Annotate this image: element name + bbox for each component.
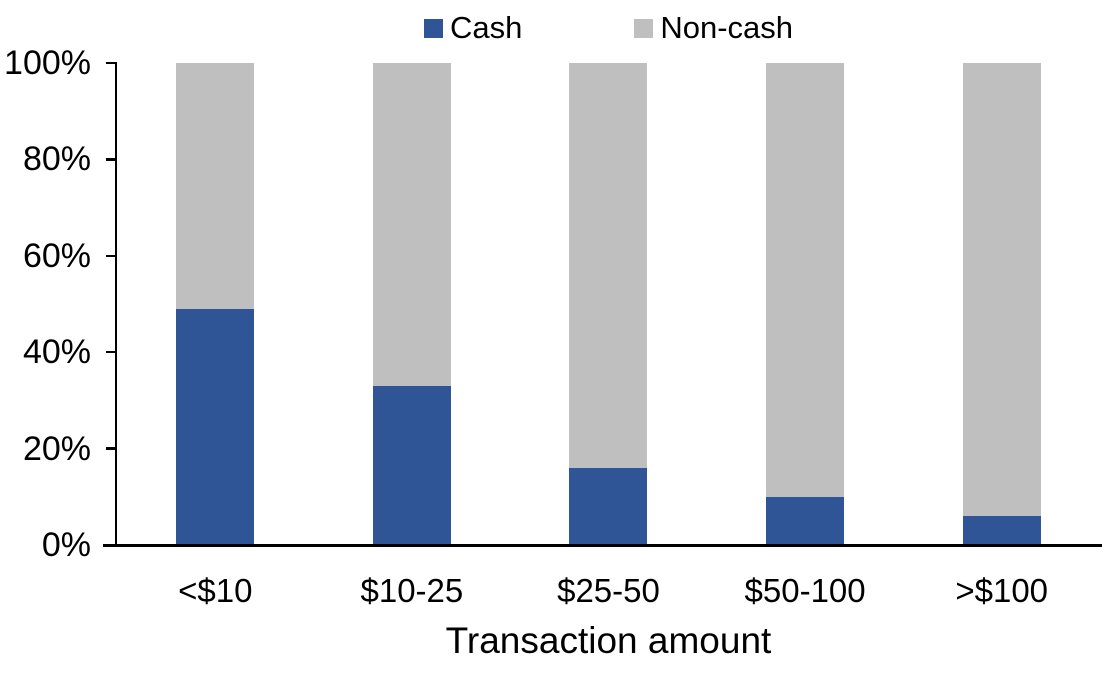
y-axis-tick	[106, 350, 117, 354]
noncash-legend-swatch-icon	[634, 18, 654, 38]
bar-stack	[766, 63, 845, 545]
x-axis-title: Transaction amount	[445, 620, 772, 661]
cash-legend-swatch-icon	[423, 18, 443, 38]
y-axis-tick	[106, 158, 117, 161]
legend-item-noncash: Non-cash	[634, 11, 793, 45]
y-axis-tick-label: 0%	[41, 526, 91, 564]
y-axis-tick-label: 100%	[4, 44, 91, 82]
y-axis-tick	[106, 61, 117, 65]
bar-group-5	[903, 63, 1100, 545]
bar-stack	[372, 63, 451, 545]
bar-segment-non-cash	[569, 63, 648, 468]
chart-legend: Cash Non-cash	[117, 8, 1100, 48]
x-axis-tick-label: <$10	[178, 572, 253, 609]
bar-segment-non-cash	[372, 63, 451, 386]
bar-group-3	[510, 63, 707, 545]
y-axis-tick-label: 40%	[22, 333, 91, 372]
x-axis-tick-label: $25-50	[557, 572, 660, 609]
bar-segment-non-cash	[176, 63, 255, 309]
bar-stack	[569, 63, 648, 545]
x-axis-tick-label: $50-100	[744, 572, 866, 609]
y-axis-line	[114, 63, 117, 545]
bar-segment-cash	[176, 308, 255, 545]
y-axis-tick-label: 60%	[22, 236, 91, 275]
noncash-legend-label: Non-cash	[660, 10, 794, 45]
y-axis-tick-label: 20%	[22, 429, 91, 468]
bar-stack	[962, 63, 1041, 545]
bar-group-4	[707, 63, 904, 545]
bar-segment-cash	[372, 385, 451, 545]
bar-stack	[176, 63, 255, 545]
x-axis-tick-label: >$100	[955, 572, 1049, 609]
x-axis-line	[103, 543, 1102, 547]
bar-segment-non-cash	[962, 63, 1041, 517]
bar-group-1	[117, 63, 314, 545]
y-axis-tick	[106, 447, 117, 450]
bar-segment-cash	[569, 467, 648, 545]
y-axis-tick	[106, 254, 117, 258]
y-axis-tick-label: 80%	[22, 140, 91, 179]
x-axis-tick-label: $10-25	[360, 572, 464, 609]
cash-legend-label: Cash	[449, 10, 523, 45]
legend-item-cash: Cash	[423, 10, 523, 45]
bar-segment-cash	[962, 516, 1041, 545]
bar-segment-non-cash	[766, 63, 845, 497]
bar-group-2	[314, 63, 511, 545]
bar-segment-cash	[766, 496, 845, 545]
